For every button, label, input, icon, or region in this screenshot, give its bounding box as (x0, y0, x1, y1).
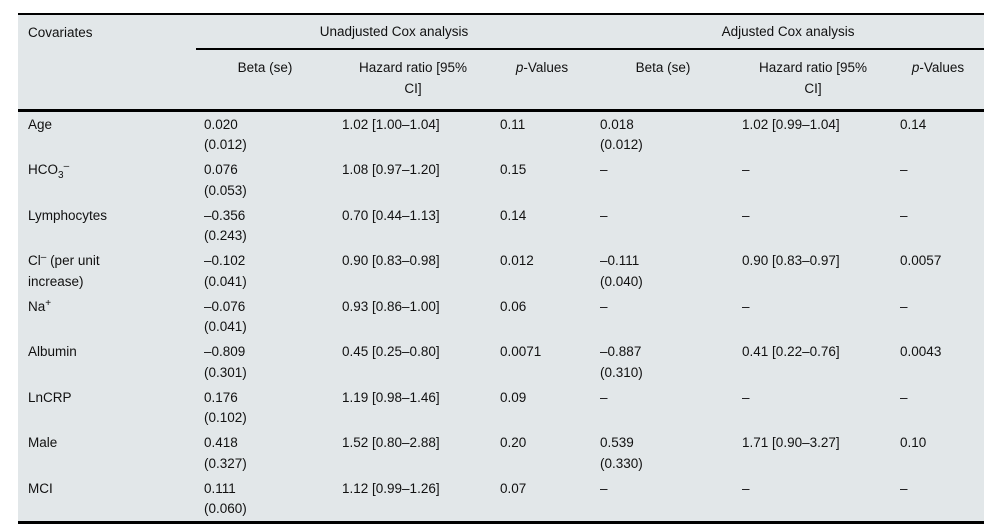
table-header: Covariates Unadjusted Cox analysis Adjus… (18, 14, 985, 112)
covariate-cell: Lymphocytes (28, 207, 108, 223)
adjusted-p-values-header: p-Values (892, 49, 985, 112)
adjusted-beta-cell: – (600, 207, 608, 223)
unadjusted-p-value-cell: 0.20 (500, 435, 527, 451)
adjusted-p-value-cell: 0.0057 (900, 253, 942, 269)
unadjusted-beta-cell: 0.111 (0.060) (204, 480, 247, 516)
adjusted-group-header: Adjusted Cox analysis (592, 14, 985, 51)
adjusted-hazard-ratio-header: Hazard ratio [95% CI] (734, 49, 893, 112)
unadjusted-hazard-ratio-cell: 1.19 [0.98–1.46] (342, 389, 440, 405)
unadjusted-beta-cell: 0.076 (0.053) (204, 162, 247, 198)
adjusted-beta-cell: – (600, 389, 608, 405)
unadjusted-p-value-cell: 0.14 (500, 207, 527, 223)
table-row-age: Age 0.020 (0.012) 1.02 [1.00–1.04] 0.11 … (18, 110, 984, 157)
adjusted-p-value-cell: 0.10 (900, 435, 927, 451)
unadjusted-beta-cell: 0.418 (0.327) (204, 435, 247, 471)
adjusted-p-value-cell: – (900, 389, 908, 405)
covariate-cell: Cl– (per unit increase) (28, 252, 100, 289)
unadjusted-p-value-cell: 0.09 (500, 389, 527, 405)
unadjusted-hazard-ratio-cell: 0.93 [0.86–1.00] (342, 298, 440, 314)
table-row-mci: MCI 0.111 (0.060) 1.12 [0.99–1.26] 0.07 … (18, 476, 984, 523)
covariate-cell: Na+ (28, 297, 52, 314)
unadjusted-p-value-cell: 0.07 (500, 480, 527, 496)
covariate-cell: Age (28, 116, 53, 132)
covariate-cell: LnCRP (28, 389, 72, 405)
unadjusted-p-value-cell: 0.0071 (500, 344, 542, 360)
adjusted-hazard-ratio-cell: – (742, 298, 750, 314)
unadjusted-p-value-cell: 0.15 (500, 162, 527, 178)
adjusted-p-value-cell: – (900, 207, 908, 223)
covariate-cell: HCO3– (28, 161, 70, 182)
unadjusted-group-header: Unadjusted Cox analysis (196, 14, 593, 51)
cox-analysis-table-container: Covariates Unadjusted Cox analysis Adjus… (18, 13, 985, 524)
table-row-lncrp: LnCRP 0.176 (0.102) 1.19 [0.98–1.46] 0.0… (18, 385, 984, 431)
covariate-cell: Male (28, 435, 58, 451)
adjusted-beta-header: Beta (se) (592, 49, 735, 112)
unadjusted-p-value-cell: 0.06 (500, 298, 527, 314)
adjusted-hazard-ratio-cell: – (742, 480, 750, 496)
adjusted-p-value-cell: – (900, 480, 908, 496)
table-row-na: Na+ –0.076 (0.041) 0.93 [0.86–1.00] 0.06… (18, 294, 984, 340)
adjusted-hazard-ratio-cell: 1.02 [0.99–1.04] (742, 116, 840, 132)
table-body: Age 0.020 (0.012) 1.02 [1.00–1.04] 0.11 … (18, 110, 984, 523)
adjusted-p-value-cell: 0.14 (900, 116, 927, 132)
unadjusted-hazard-ratio-cell: 0.70 [0.44–1.13] (342, 207, 440, 223)
sub-header-row: Beta (se) Hazard ratio [95% CI] p-Values… (18, 49, 985, 112)
table-row-male: Male 0.418 (0.327) 1.52 [0.80–2.88] 0.20… (18, 430, 984, 476)
adjusted-beta-cell: –0.887 (0.310) (600, 344, 643, 380)
adjusted-hazard-ratio-cell: – (742, 389, 750, 405)
adjusted-beta-cell: 0.018 (0.012) (600, 116, 643, 152)
unadjusted-p-values-header: p-Values (492, 49, 593, 112)
adjusted-beta-cell: –0.111 (0.040) (600, 253, 643, 289)
unadjusted-hazard-ratio-cell: 0.90 [0.83–0.98] (342, 253, 440, 269)
covariate-cell: MCI (28, 480, 53, 496)
unadjusted-hazard-ratio-cell: 1.52 [0.80–2.88] (342, 435, 440, 451)
adjusted-p-value-cell: 0.0043 (900, 344, 942, 360)
unadjusted-hazard-ratio-cell: 1.12 [0.99–1.26] (342, 480, 440, 496)
unadjusted-hazard-ratio-cell: 0.45 [0.25–0.80] (342, 344, 440, 360)
table-row-lymphocytes: Lymphocytes –0.356 (0.243) 0.70 [0.44–1.… (18, 203, 984, 249)
adjusted-hazard-ratio-cell: 1.71 [0.90–3.27] (742, 435, 840, 451)
adjusted-hazard-ratio-cell: 0.41 [0.22–0.76] (742, 344, 840, 360)
unadjusted-p-value-cell: 0.11 (500, 116, 526, 132)
p-italic: p (515, 60, 524, 76)
adjusted-p-value-cell: – (900, 162, 908, 178)
adjusted-hazard-ratio-cell: – (742, 207, 750, 223)
table-row-albumin: Albumin –0.809 (0.301) 0.45 [0.25–0.80] … (18, 339, 984, 385)
unadjusted-hazard-ratio-header: Hazard ratio [95% CI] (334, 49, 492, 112)
unadjusted-beta-cell: 0.176 (0.102) (204, 389, 247, 425)
adjusted-hazard-ratio-cell: – (742, 162, 750, 178)
cox-analysis-table: Covariates Unadjusted Cox analysis Adjus… (18, 13, 985, 524)
adjusted-beta-cell: – (600, 298, 608, 314)
covariates-column-header: Covariates (18, 14, 196, 112)
table-row-hco3: HCO3– 0.076 (0.053) 1.08 [0.97–1.20] 0.1… (18, 157, 984, 203)
adjusted-hazard-ratio-cell: 0.90 [0.83–0.97] (742, 253, 840, 269)
unadjusted-hazard-ratio-cell: 1.02 [1.00–1.04] (342, 116, 440, 132)
covariate-cell: Albumin (28, 344, 77, 360)
unadjusted-p-value-cell: 0.012 (500, 253, 534, 269)
unadjusted-hazard-ratio-cell: 1.08 [0.97–1.20] (342, 162, 440, 178)
unadjusted-beta-cell: –0.102 (0.041) (204, 253, 247, 289)
unadjusted-beta-cell: 0.020 (0.012) (204, 116, 247, 152)
adjusted-p-value-cell: – (900, 298, 908, 314)
group-header-row: Covariates Unadjusted Cox analysis Adjus… (18, 14, 985, 112)
unadjusted-beta-cell: –0.809 (0.301) (204, 344, 247, 380)
unadjusted-beta-cell: –0.076 (0.041) (204, 298, 247, 334)
p-italic: p (911, 60, 920, 76)
unadjusted-beta-cell: –0.356 (0.243) (204, 207, 247, 243)
unadjusted-beta-header: Beta (se) (196, 49, 334, 112)
adjusted-beta-cell: – (600, 162, 608, 178)
p-values-label: -Values (919, 60, 965, 76)
p-values-label: -Values (523, 60, 569, 76)
adjusted-beta-cell: 0.539 (0.330) (600, 435, 643, 471)
table-row-cl: Cl– (per unit increase) –0.102 (0.041) 0… (18, 248, 984, 294)
adjusted-beta-cell: – (600, 480, 608, 496)
